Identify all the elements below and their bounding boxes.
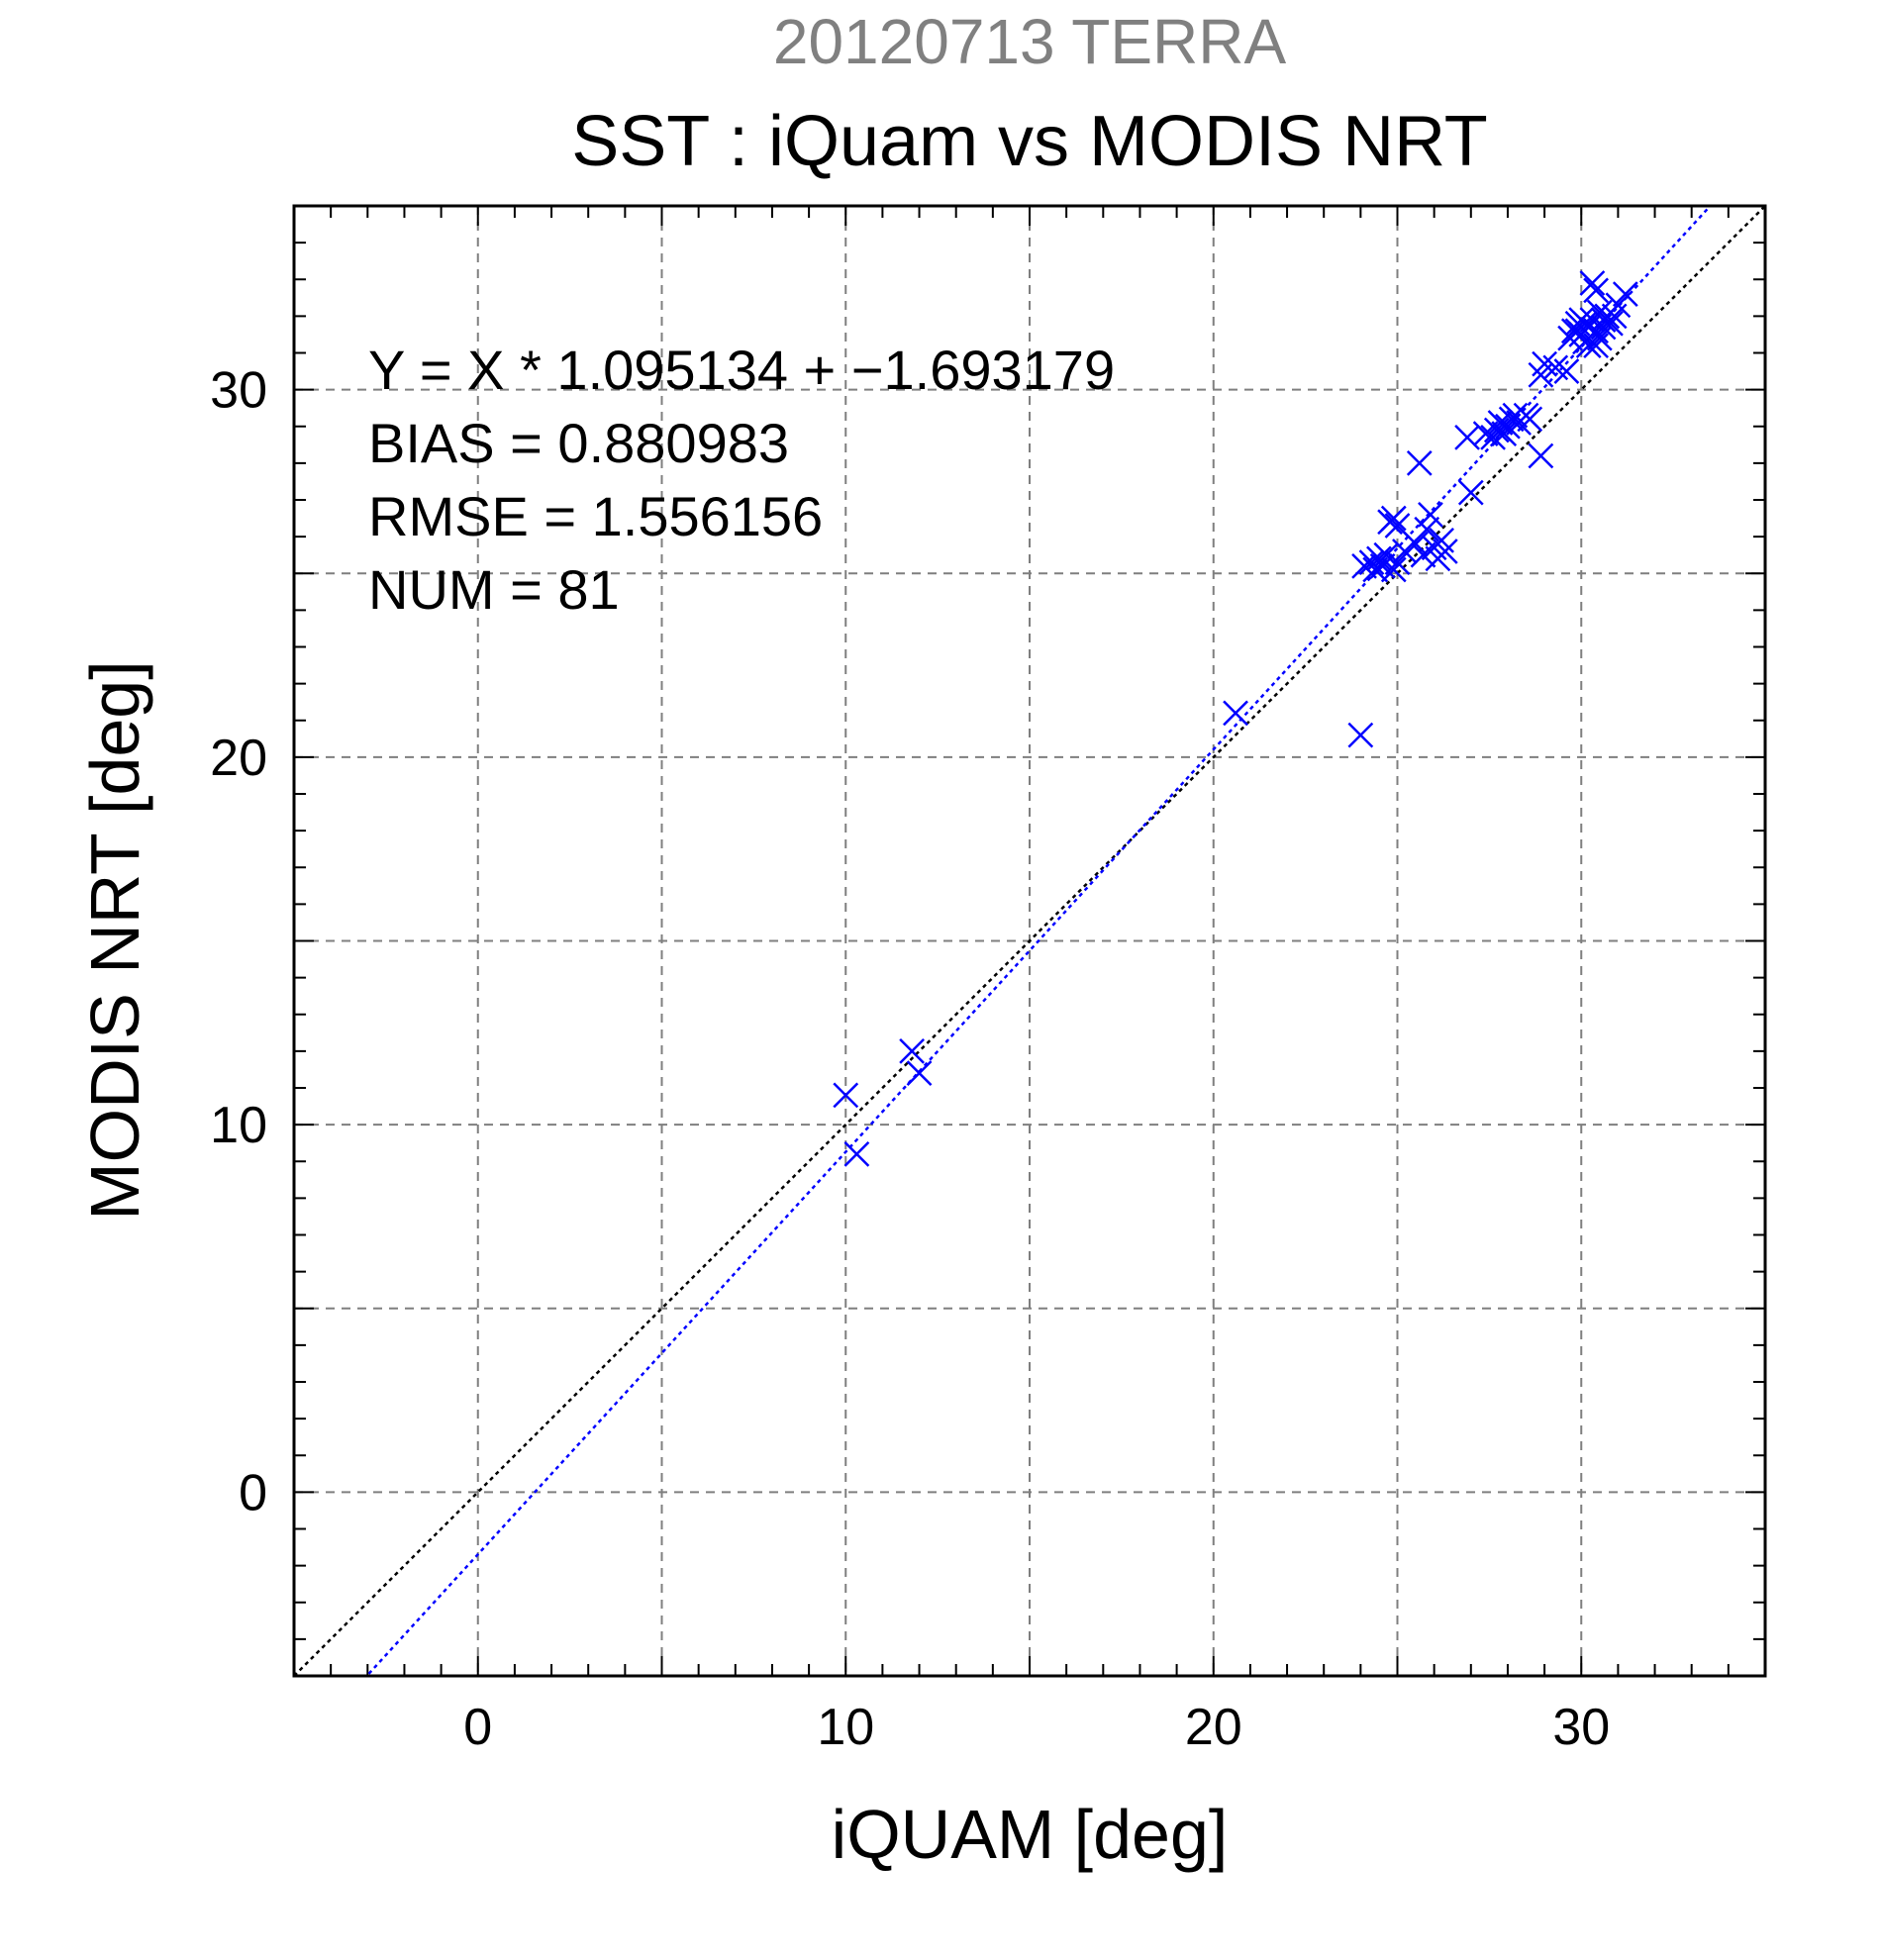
plot-frame <box>292 204 1767 1678</box>
data-point-stroke <box>899 1037 926 1064</box>
data-point <box>1457 479 1484 506</box>
num-annotation: NUM = 81 <box>368 558 620 621</box>
x-axis-label: iQUAM [deg] <box>832 1796 1229 1873</box>
data-point <box>833 1082 859 1109</box>
data-point-stroke <box>1553 358 1580 384</box>
data-point-stroke <box>1414 516 1440 542</box>
data-point-stroke <box>1454 425 1480 450</box>
data-point <box>1432 539 1458 564</box>
data-point-stroke <box>1223 700 1248 727</box>
data-point <box>1612 281 1638 307</box>
x-tick-label: 0 <box>463 1699 492 1756</box>
regression-equation: Y = X * 1.095134 + −1.693179 <box>368 339 1115 401</box>
y-tick-label: 10 <box>210 1097 267 1154</box>
data-point <box>1528 442 1554 469</box>
data-point <box>1575 333 1602 358</box>
data-point-stroke <box>1605 292 1632 319</box>
data-point-stroke <box>1583 318 1609 344</box>
data-points <box>833 270 1638 1167</box>
rmse-annotation: RMSE = 1.556156 <box>368 485 823 547</box>
data-point <box>1406 449 1433 476</box>
one-to-one-line <box>294 206 1765 1676</box>
tick-labels: 0 10 20 30 0 10 20 30 <box>210 362 1610 1756</box>
chart-subtitle: 20120713 TERRA <box>773 6 1287 77</box>
data-point-stroke <box>833 1082 859 1109</box>
data-point-stroke <box>1406 449 1433 476</box>
y-axis-label: MODIS NRT [deg] <box>76 660 153 1220</box>
data-point-stroke <box>1517 406 1543 433</box>
data-point <box>899 1037 926 1064</box>
data-point-stroke <box>1457 479 1484 506</box>
y-tick-label: 30 <box>210 362 267 420</box>
grid-lines <box>294 206 1765 1676</box>
data-point-stroke <box>843 1140 870 1167</box>
regression-line <box>364 206 1713 1676</box>
data-point <box>1605 292 1632 319</box>
data-point <box>1410 541 1436 568</box>
x-tick-label: 20 <box>1185 1699 1242 1756</box>
data-point <box>1583 277 1609 304</box>
x-tick-label: 10 <box>817 1699 874 1756</box>
data-point-stroke <box>1579 270 1606 296</box>
y-tick-label: 0 <box>239 1464 267 1521</box>
data-point-stroke <box>1418 501 1443 528</box>
data-point-stroke <box>1351 552 1377 579</box>
reference-lines <box>294 206 1765 1676</box>
data-point <box>1347 722 1374 748</box>
data-point-stroke <box>1380 556 1407 583</box>
data-point-stroke <box>1542 354 1569 381</box>
data-point-stroke <box>1432 539 1458 564</box>
data-point <box>1491 421 1518 447</box>
data-point-stroke <box>1380 505 1407 532</box>
data-point-stroke <box>906 1060 933 1087</box>
data-point-stroke <box>1583 277 1609 304</box>
data-point <box>1553 358 1580 384</box>
data-point-stroke <box>1612 281 1638 307</box>
data-point-stroke <box>1532 350 1557 377</box>
chart-title: SST : iQuam vs MODIS NRT <box>571 102 1488 181</box>
data-point <box>843 1140 870 1167</box>
data-point-stroke <box>1564 318 1591 344</box>
y-tick-label: 20 <box>210 730 267 787</box>
data-point-stroke <box>1491 421 1518 447</box>
data-point <box>1454 425 1480 450</box>
data-point-stroke <box>1598 310 1624 337</box>
data-point-stroke <box>1429 527 1454 553</box>
data-point-stroke <box>1358 549 1385 575</box>
data-point-stroke <box>1384 513 1411 539</box>
data-point <box>1502 402 1529 429</box>
data-point <box>1380 556 1407 583</box>
data-point <box>1414 516 1440 542</box>
data-point <box>1579 270 1606 296</box>
bias-annotation: BIAS = 0.880983 <box>368 412 789 474</box>
stats-annotations: Y = X * 1.095134 + −1.693179 BIAS = 0.88… <box>368 339 1115 621</box>
data-point <box>906 1060 933 1087</box>
data-point-stroke <box>1373 541 1400 568</box>
data-point <box>1564 318 1591 344</box>
x-tick-label: 30 <box>1552 1699 1610 1756</box>
data-point-stroke <box>1528 442 1554 469</box>
data-point-stroke <box>1410 541 1436 568</box>
data-point-stroke <box>1502 402 1529 429</box>
data-point <box>1517 406 1543 433</box>
data-point <box>1223 700 1248 727</box>
data-point-stroke <box>1347 722 1374 748</box>
data-point <box>1380 505 1407 532</box>
data-point <box>1418 501 1443 528</box>
data-point-stroke <box>1575 333 1602 358</box>
data-point <box>1598 310 1624 337</box>
